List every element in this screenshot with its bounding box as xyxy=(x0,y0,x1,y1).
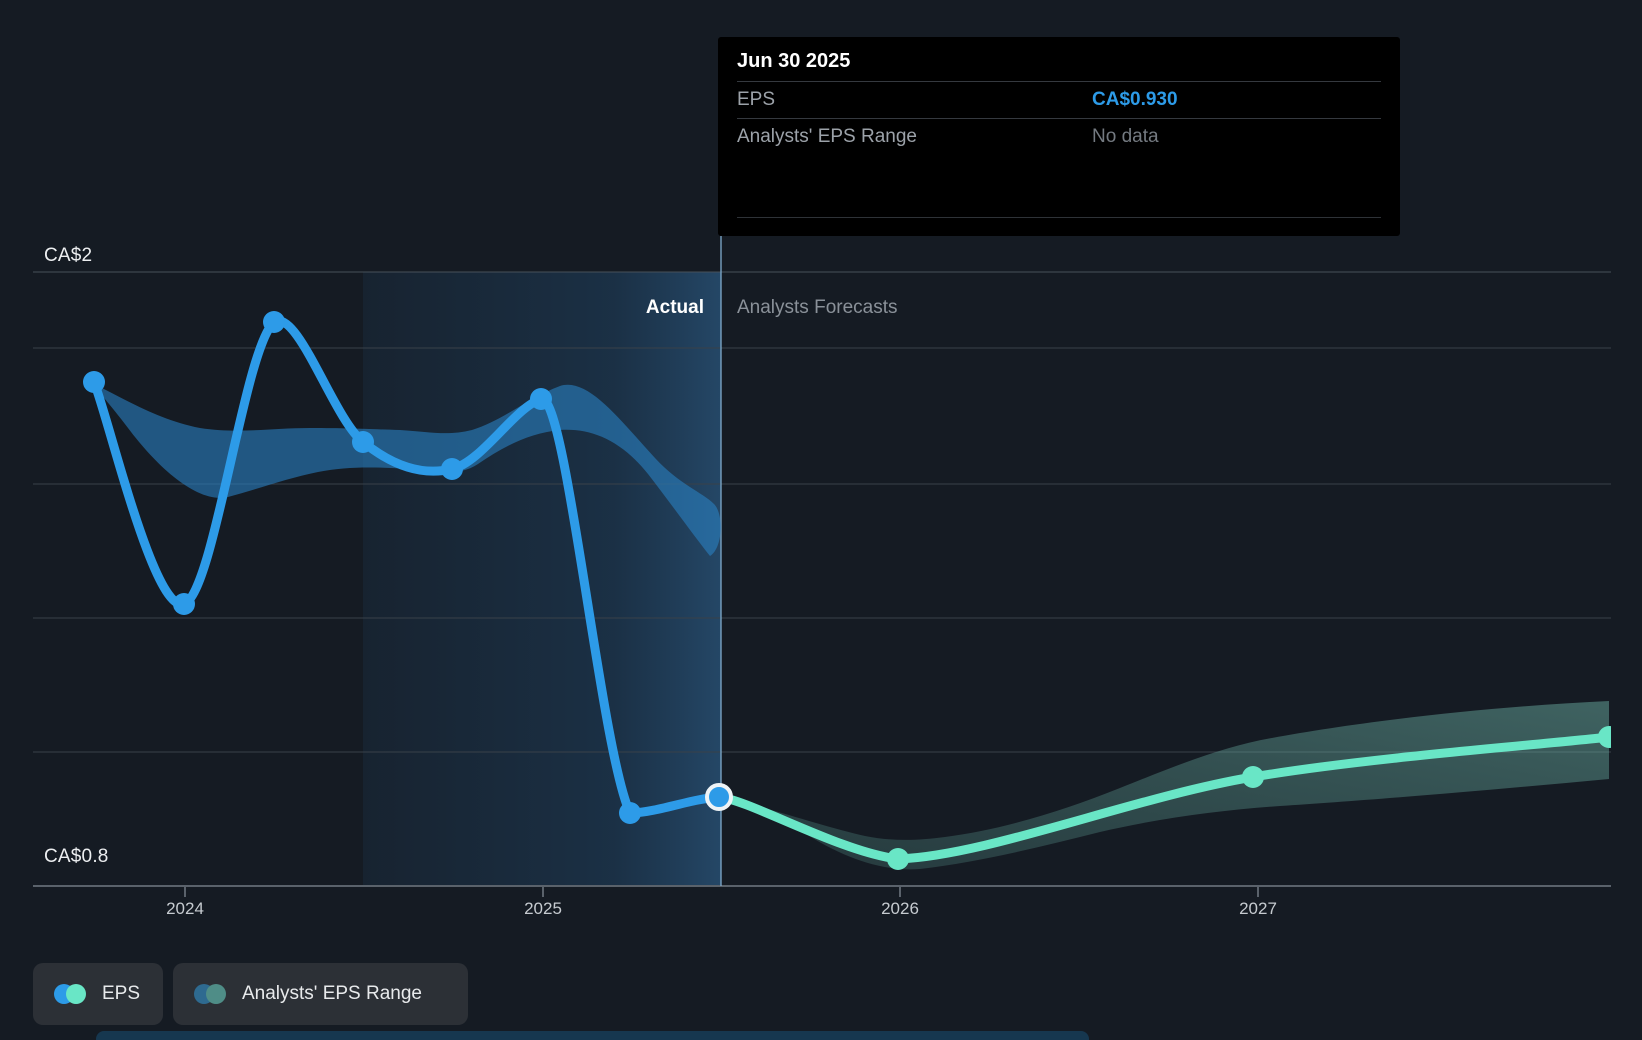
analysts-eps-range-band-forecast xyxy=(719,701,1609,870)
eps-point-dec-2023 xyxy=(173,593,195,615)
eps-point-mar-2024 xyxy=(263,311,285,333)
tooltip-range-value: No data xyxy=(1092,126,1159,147)
tooltip-range-label: Analysts' EPS Range xyxy=(737,126,917,147)
eps-point-sep-2023 xyxy=(83,371,105,393)
actual-zone-label: Actual xyxy=(645,297,704,318)
x-axis-label-2027: 2027 xyxy=(1239,899,1277,918)
legend-range-label: Analysts' EPS Range xyxy=(242,983,422,1004)
legend-analysts-eps-range[interactable]: Analysts' EPS Range xyxy=(173,963,468,1025)
eps-forecast-point-dec-2025 xyxy=(887,848,909,870)
data-points xyxy=(83,311,1611,870)
eps-line-forecast xyxy=(714,732,1611,864)
range-teal-dot-icon xyxy=(206,984,226,1004)
forecast-zone-label: Analysts Forecasts xyxy=(737,297,898,318)
legend-eps[interactable]: EPS xyxy=(33,963,163,1025)
eps-point-jun-2024 xyxy=(352,431,374,453)
tooltip-footer-divider xyxy=(737,217,1381,218)
x-axis-label-2025: 2025 xyxy=(524,899,562,918)
eps-forecast-point-dec-2027 xyxy=(1598,726,1611,748)
x-axis-label-2024: 2024 xyxy=(166,899,204,918)
chart-tooltip: Jun 30 2025 EPS CA$0.930 Analysts' EPS R… xyxy=(718,37,1400,236)
partial-bottom-bar[interactable] xyxy=(96,1031,1089,1040)
tooltip-eps-label: EPS xyxy=(737,89,776,110)
tooltip-eps-value: CA$0.930 xyxy=(1092,89,1178,110)
eps-point-jun-2025-focused xyxy=(705,783,733,811)
y-axis-label-bottom: CA$0.8 xyxy=(44,846,109,867)
eps-point-mar-2025 xyxy=(619,802,641,824)
analysts-eps-range-band-actual xyxy=(94,384,721,556)
tooltip-date: Jun 30 2025 xyxy=(737,37,1381,82)
eps-point-sep-2024 xyxy=(441,458,463,480)
x-axis-ticks xyxy=(184,887,1259,897)
y-axis-label-top: CA$2 xyxy=(44,245,93,266)
legend-eps-label: EPS xyxy=(102,983,141,1004)
x-axis-label-2026: 2026 xyxy=(881,899,919,918)
eps-point-dec-2024 xyxy=(530,388,552,410)
eps-teal-dot-icon xyxy=(66,984,86,1004)
actual-highlight-region xyxy=(363,272,721,886)
tooltip-eps-row: EPS CA$0.930 xyxy=(737,82,1381,119)
tooltip-range-row: Analysts' EPS Range No data xyxy=(737,119,1381,155)
gridlines xyxy=(33,271,1611,753)
eps-forecast-point-dec-2026 xyxy=(1242,766,1264,788)
